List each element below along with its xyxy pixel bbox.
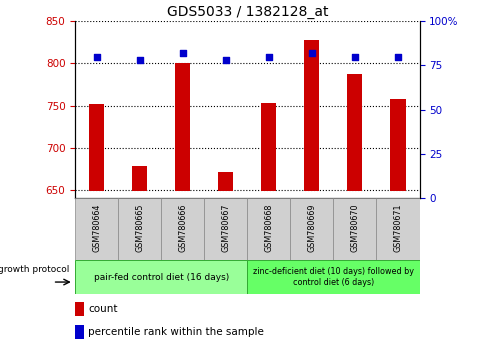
Text: GSM780664: GSM780664 — [92, 203, 101, 252]
Point — [307, 50, 315, 56]
Point — [136, 57, 143, 63]
Bar — [247, 198, 290, 260]
Bar — [290, 198, 333, 260]
Bar — [390, 99, 405, 192]
Point — [350, 54, 358, 59]
Text: pair-fed control diet (16 days): pair-fed control diet (16 days) — [93, 273, 228, 281]
Text: GSM780671: GSM780671 — [393, 203, 402, 252]
Bar — [218, 172, 233, 192]
Bar — [75, 325, 83, 339]
Point — [222, 57, 229, 63]
Text: count: count — [88, 304, 118, 314]
Text: GSM780665: GSM780665 — [135, 203, 144, 252]
Bar — [118, 198, 161, 260]
Bar — [75, 302, 83, 316]
Bar — [261, 103, 276, 192]
Text: GSM780667: GSM780667 — [221, 203, 230, 252]
Bar — [376, 198, 419, 260]
Text: GSM780668: GSM780668 — [264, 203, 273, 252]
Bar — [75, 260, 247, 294]
Text: GSM780670: GSM780670 — [350, 203, 359, 252]
Bar — [175, 63, 190, 192]
Bar — [304, 40, 319, 192]
Bar — [132, 166, 147, 192]
Point — [393, 54, 401, 59]
Point — [264, 54, 272, 59]
Text: zinc-deficient diet (10 days) followed by
control diet (6 days): zinc-deficient diet (10 days) followed b… — [253, 267, 413, 287]
Point — [92, 54, 100, 59]
Title: GDS5033 / 1382128_at: GDS5033 / 1382128_at — [166, 5, 327, 19]
Bar — [347, 74, 362, 192]
Text: GSM780666: GSM780666 — [178, 203, 187, 252]
Text: growth protocol: growth protocol — [0, 265, 69, 274]
Point — [179, 50, 186, 56]
Text: percentile rank within the sample: percentile rank within the sample — [88, 327, 264, 337]
Bar — [89, 104, 104, 192]
Bar — [161, 198, 204, 260]
Bar — [247, 260, 419, 294]
Bar — [333, 198, 376, 260]
Bar — [75, 198, 118, 260]
Bar — [204, 198, 247, 260]
Text: GSM780669: GSM780669 — [307, 203, 316, 252]
